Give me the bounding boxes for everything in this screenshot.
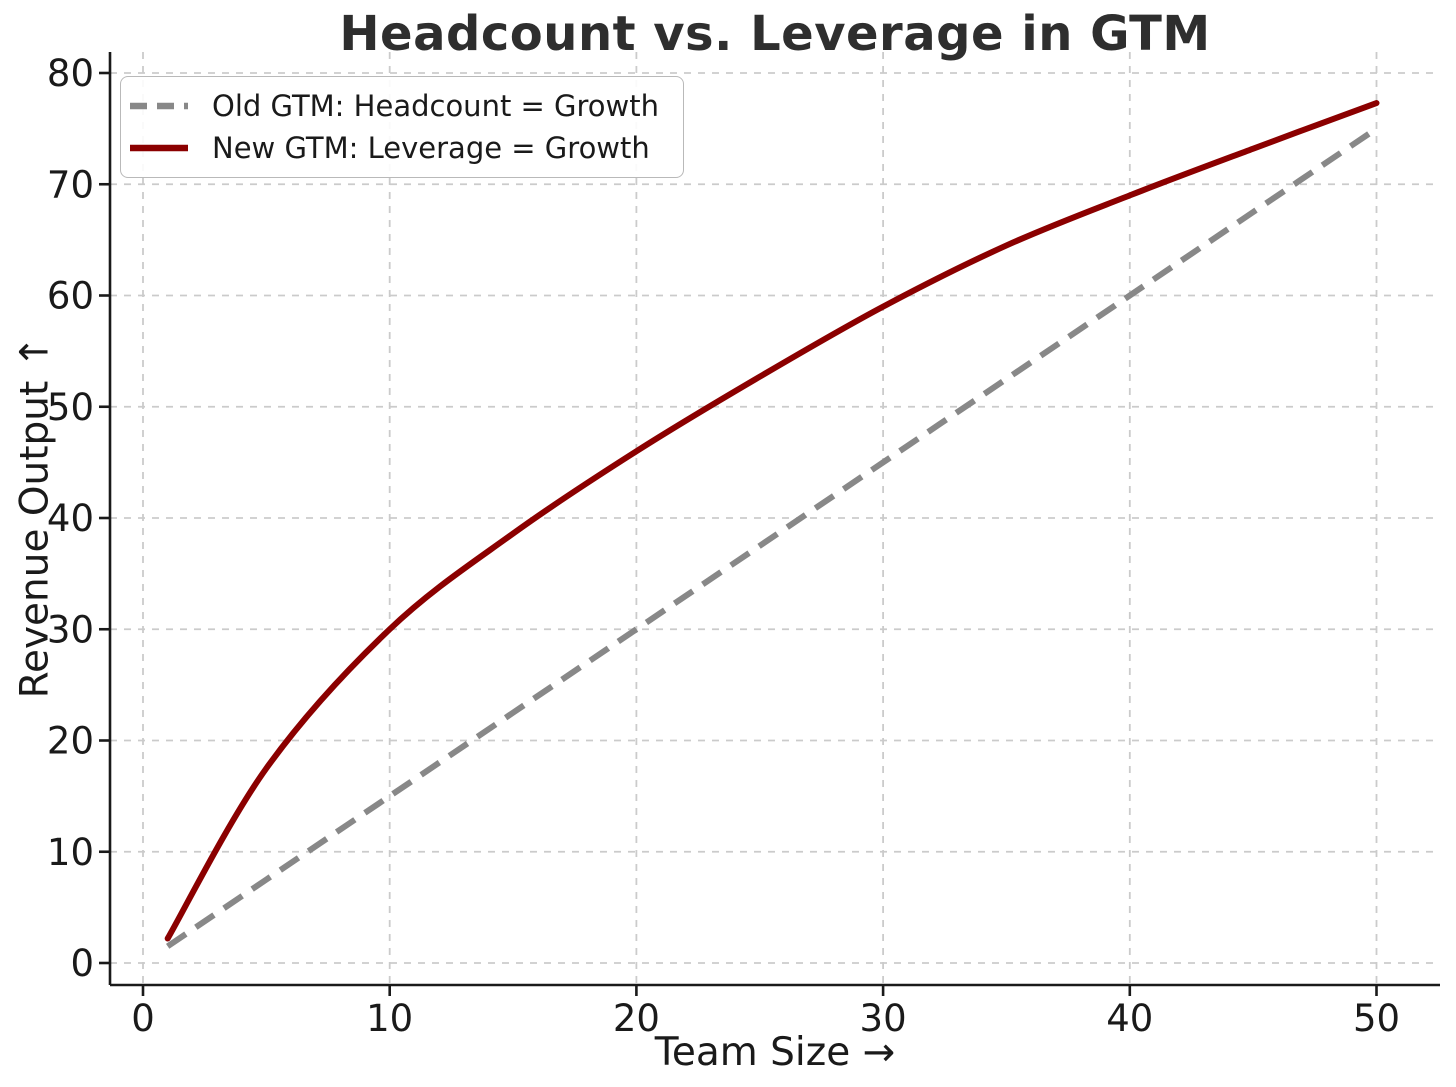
- legend-label-new-gtm: New GTM: Leverage = Growth: [212, 131, 650, 165]
- x-tick-label: 30: [860, 997, 907, 1040]
- legend-item-new-gtm: New GTM: Leverage = Growth: [130, 128, 659, 168]
- y-tick-label: 20: [47, 720, 94, 763]
- y-tick-label: 80: [47, 52, 94, 95]
- y-tick-label: 10: [47, 831, 94, 874]
- y-tick-label: 70: [47, 163, 94, 206]
- y-axis-label: Revenue Output ↑: [12, 335, 58, 699]
- legend: Old GTM: Headcount = Growth New GTM: Lev…: [120, 76, 685, 178]
- y-tick-label: 0: [70, 942, 94, 985]
- series-line-new-gtm: [164, 100, 1380, 942]
- dashed-line-sample-icon: [130, 102, 188, 110]
- y-tick-label: 40: [47, 497, 94, 540]
- legend-label-old-gtm: Old GTM: Headcount = Growth: [212, 89, 660, 123]
- legend-item-old-gtm: Old GTM: Headcount = Growth: [130, 86, 659, 126]
- y-tick-label: 60: [47, 275, 94, 318]
- y-tick-label: 50: [47, 386, 94, 429]
- x-tick-label: 10: [366, 997, 413, 1040]
- y-tick-label: 30: [47, 608, 94, 651]
- series-line-old-gtm: [165, 126, 1379, 949]
- x-tick-label: 50: [1353, 997, 1400, 1040]
- x-tick-label: 40: [1106, 997, 1153, 1040]
- x-tick-label: 20: [613, 997, 660, 1040]
- x-tick-label: 0: [131, 997, 155, 1040]
- chart-title: Headcount vs. Leverage in GTM: [339, 6, 1211, 62]
- x-axis-label: Team Size →: [654, 1030, 896, 1075]
- solid-line-sample-icon: [130, 144, 188, 152]
